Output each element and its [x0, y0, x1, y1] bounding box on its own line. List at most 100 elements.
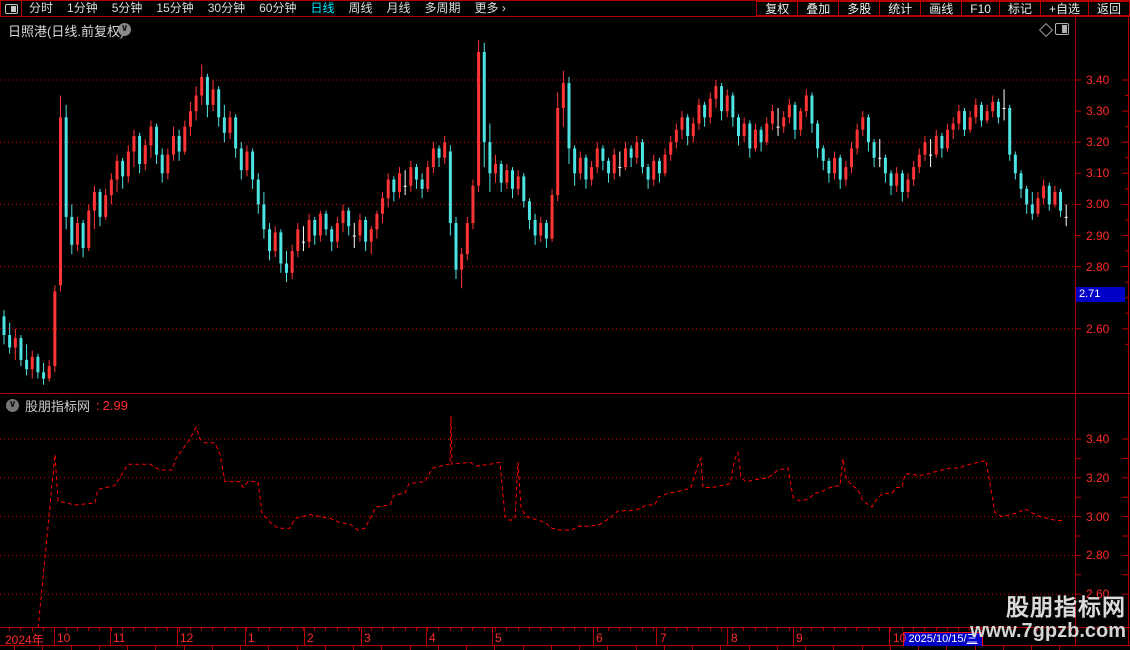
toolbar-tool-7[interactable]: 标记: [998, 1, 1041, 16]
week-tick: [325, 628, 326, 631]
year-label: 2024年: [5, 633, 44, 647]
toolbar-period-5[interactable]: 30分钟: [207, 1, 246, 15]
week-tick: [721, 628, 722, 631]
week-tick: [630, 628, 631, 631]
strip-tick: [14, 646, 15, 650]
toolbar-tool-9[interactable]: 返回: [1087, 1, 1130, 16]
week-tick: [619, 628, 620, 631]
indicator-chevron-down-icon[interactable]: ∨: [6, 398, 19, 412]
right-edge-line: [1128, 17, 1129, 646]
week-tick: [1003, 628, 1004, 631]
window-split-icon[interactable]: [1055, 23, 1069, 35]
strip-tick: [579, 646, 580, 650]
strip-tick: [862, 646, 863, 650]
week-tick: [958, 628, 959, 631]
toolbar-tool-5[interactable]: 画线: [920, 1, 963, 16]
month-separator: [426, 628, 427, 645]
strip-tick: [749, 646, 750, 650]
week-tick: [1071, 628, 1072, 631]
week-tick: [167, 628, 168, 631]
toolbar-period-1[interactable]: 分时: [29, 1, 54, 15]
strip-tick: [918, 646, 919, 650]
month-label: 2: [307, 631, 314, 645]
week-tick: [77, 628, 78, 631]
week-tick: [145, 628, 146, 631]
week-tick: [472, 628, 473, 631]
month-separator: [492, 628, 493, 645]
toolbar-period-2[interactable]: 1分钟: [67, 1, 98, 15]
week-tick: [246, 628, 247, 631]
strip-tick: [523, 646, 524, 650]
indicator-separator: :: [96, 397, 100, 413]
strip-tick: [805, 646, 806, 650]
month-separator: [727, 628, 728, 645]
week-tick: [495, 628, 496, 631]
strip-tick: [99, 646, 100, 650]
week-tick: [292, 628, 293, 631]
diamond-icon[interactable]: [1038, 22, 1054, 38]
toolbar-tool-2[interactable]: 叠加: [797, 1, 840, 16]
month-separator: [110, 628, 111, 645]
toolbar-period-6[interactable]: 60分钟: [259, 1, 297, 15]
week-tick: [585, 628, 586, 631]
indicator-grid: [0, 438, 1128, 595]
main-axis-label: 2.90: [1086, 228, 1110, 243]
week-tick: [710, 628, 711, 631]
strip-tick: [466, 646, 467, 650]
toolbar-period-11[interactable]: 更多 ›: [474, 1, 506, 15]
title-chevron-down-icon[interactable]: ∨: [118, 23, 131, 36]
toolbar-period-10[interactable]: 多周期: [424, 1, 461, 15]
indicator-name[interactable]: 股朋指标网: [25, 398, 91, 414]
month-label: 11: [113, 631, 126, 645]
week-tick: [506, 628, 507, 631]
panel-divider[interactable]: [0, 393, 1130, 394]
toolbar-tool-4[interactable]: 统计: [879, 1, 922, 16]
week-tick: [856, 628, 857, 631]
week-tick: [529, 628, 530, 631]
week-tick: [382, 628, 383, 631]
strip-tick: [268, 646, 269, 650]
main-candlestick-chart[interactable]: [0, 40, 1130, 393]
week-tick: [664, 628, 665, 631]
chart-title: 日照港(日线.前复权): [8, 24, 125, 39]
week-tick: [1026, 628, 1027, 631]
week-tick: [438, 628, 439, 631]
week-tick: [743, 628, 744, 631]
strip-tick: [212, 646, 213, 650]
week-tick: [800, 628, 801, 631]
period-menu: 分时 1分钟 5分钟 15分钟 30分钟 60分钟 日线 周线 月线 多周期 更多 ›: [0, 1, 513, 16]
main-axis-label: 3.00: [1086, 197, 1110, 212]
toolbar-tool-6[interactable]: F10: [961, 1, 1000, 16]
week-tick: [845, 628, 846, 631]
strip-tick: [155, 646, 156, 650]
week-tick: [190, 628, 191, 631]
indicator-chart[interactable]: [0, 394, 1130, 627]
week-tick: [88, 628, 89, 631]
strip-tick: [1003, 646, 1004, 650]
week-tick: [755, 628, 756, 631]
month-label: 8: [731, 631, 738, 645]
week-tick: [269, 628, 270, 631]
toolbar-period-8[interactable]: 周线: [348, 1, 373, 15]
toolbar-period-3[interactable]: 5分钟: [111, 1, 143, 15]
date-axis[interactable]: 2024年 2025/10/15/三 10 11 12 1 2 3 4 5 6 7 8 9 10: [0, 627, 1130, 647]
main-axis-label: 3.40: [1086, 73, 1110, 87]
toolbar-tool-8[interactable]: +自选: [1039, 1, 1089, 16]
toolbar-period-9[interactable]: 月线: [386, 1, 411, 15]
week-tick: [43, 628, 44, 631]
month-label: 3: [364, 631, 371, 645]
toolbar-period-4[interactable]: 15分钟: [156, 1, 194, 15]
week-tick: [201, 628, 202, 631]
week-tick: [981, 628, 982, 631]
week-tick: [66, 628, 67, 631]
week-tick: [393, 628, 394, 631]
strip-tick: [551, 646, 552, 650]
week-tick: [348, 628, 349, 631]
week-tick: [1060, 628, 1061, 631]
layout-panel-button[interactable]: [0, 1, 22, 16]
month-label: 12: [180, 631, 194, 645]
toolbar-tool-3[interactable]: 多股: [838, 1, 881, 16]
toolbar-tool-1[interactable]: 复权: [756, 1, 799, 16]
toolbar-period-7[interactable]: 日线: [310, 1, 335, 15]
